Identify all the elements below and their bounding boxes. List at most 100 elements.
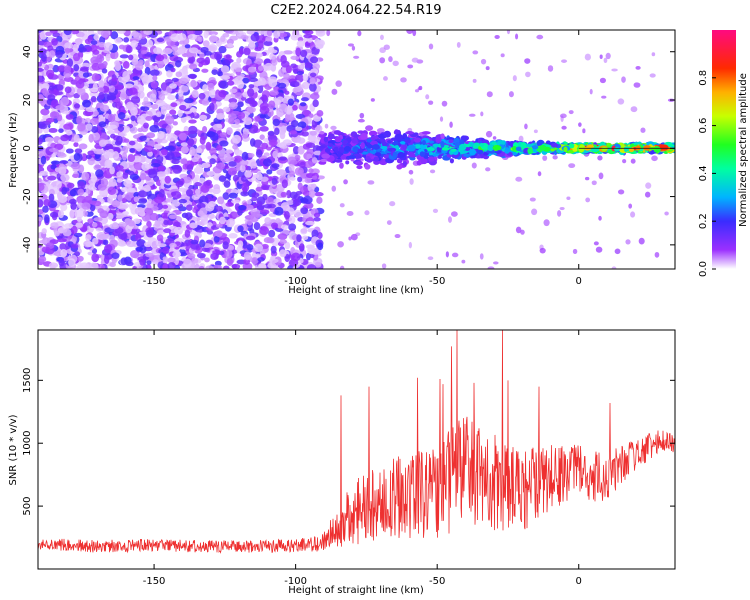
heatmap-cell <box>200 46 209 53</box>
heatmap-cell <box>105 53 111 62</box>
heatmap-cell <box>207 44 218 52</box>
heatmap-cell <box>202 246 210 253</box>
heatmap-cell <box>178 77 189 85</box>
heatmap-cell <box>116 171 123 178</box>
heatmap-cell <box>172 121 178 126</box>
heatmap-cell <box>250 213 259 223</box>
heatmap-cell <box>87 157 95 166</box>
heatmap-cell <box>177 49 184 55</box>
heatmap-cell <box>309 56 319 64</box>
heatmap-cell <box>300 228 308 234</box>
heatmap-cell <box>268 100 276 109</box>
heatmap-cell <box>194 188 201 195</box>
heatmap-cell <box>357 118 365 123</box>
heatmap-cell <box>383 44 390 50</box>
heatmap-cell <box>48 148 59 153</box>
heatmap-cell <box>420 157 428 165</box>
heatmap-cell <box>331 88 338 95</box>
heatmap-cell <box>127 220 135 227</box>
heatmap-cell <box>58 258 65 267</box>
heatmap-cell <box>630 211 636 218</box>
heatmap-cell <box>44 214 50 224</box>
heatmap-cell <box>167 262 176 269</box>
heatmap-cell <box>561 125 567 130</box>
heatmap-cell <box>216 205 223 213</box>
heatmap-cell <box>165 78 173 84</box>
heatmap-cell <box>239 160 249 166</box>
heatmap-cell <box>48 128 58 133</box>
heatmap-cell <box>38 199 44 208</box>
heatmap-cell <box>107 212 114 220</box>
heatmap-cell <box>137 90 145 99</box>
heatmap-cell <box>115 101 123 109</box>
heatmap-cell <box>439 116 444 122</box>
heatmap-cell <box>210 252 219 261</box>
heatmap-cell <box>85 106 96 112</box>
heatmap-cell <box>170 67 176 73</box>
heatmap-cell <box>288 170 295 178</box>
heatmap-cell <box>595 246 603 253</box>
heatmap-cell <box>69 209 75 219</box>
heatmap-cell <box>219 132 228 138</box>
heatmap-cell <box>268 229 276 238</box>
heatmap-cell <box>77 123 86 132</box>
heatmap-cell <box>199 136 206 145</box>
heatmap-cell <box>110 31 119 40</box>
heatmap-cell <box>260 209 270 215</box>
heatmap-cell <box>393 140 399 146</box>
heatmap-cell <box>257 65 264 71</box>
heatmap-cell <box>296 40 305 48</box>
heatmap-cell <box>160 148 168 156</box>
heatmap-cell <box>427 256 434 261</box>
heatmap-cell <box>187 33 197 40</box>
heatmap-cell <box>222 59 231 67</box>
heatmap-cell <box>279 239 287 244</box>
heatmap-cell <box>222 33 230 38</box>
heatmap-cell <box>74 251 81 257</box>
heatmap-cell <box>76 86 86 96</box>
heatmap-cell <box>101 68 108 74</box>
heatmap-cell <box>148 169 158 179</box>
heatmap-cell <box>289 81 300 88</box>
heatmap-cell <box>638 237 645 245</box>
heatmap-cell <box>208 89 217 99</box>
heatmap-cell <box>314 192 324 197</box>
heatmap-cell <box>87 150 96 156</box>
heatmap-cell <box>611 266 617 269</box>
heatmap-cell <box>191 257 199 264</box>
heatmap-cell <box>421 131 431 135</box>
heatmap-cell <box>64 86 72 94</box>
heatmap-cell <box>114 212 125 219</box>
heatmap-cell <box>411 57 419 63</box>
heatmap-cell <box>274 206 284 216</box>
heatmap-cell <box>240 190 249 197</box>
heatmap-cell <box>93 34 100 41</box>
heatmap-cell <box>54 167 60 173</box>
heatmap-cell <box>116 178 123 183</box>
heatmap-cell <box>90 40 98 45</box>
heatmap-cell <box>561 59 568 63</box>
heatmap-cell <box>90 87 98 93</box>
heatmap-cell <box>157 130 165 140</box>
heatmap-cell <box>145 252 154 258</box>
heatmap-cell <box>150 185 158 190</box>
heatmap-cell <box>111 257 118 264</box>
heatmap-cell <box>289 176 296 181</box>
heatmap-cell <box>118 222 127 227</box>
heatmap-cell <box>156 234 164 242</box>
heatmap-cell <box>299 161 306 169</box>
heatmap-cell <box>141 101 151 107</box>
heatmap-cell <box>296 70 304 76</box>
heatmap-cell <box>306 148 315 155</box>
heatmap-cell <box>48 193 55 202</box>
heatmap-cell <box>277 233 288 240</box>
heatmap-cell <box>75 222 84 228</box>
heatmap-cell <box>164 115 175 125</box>
heatmap-cell <box>39 123 47 130</box>
heatmap-cell <box>272 118 280 127</box>
heatmap-cell <box>117 204 128 210</box>
heatmap-cell <box>529 197 536 202</box>
heatmap-cell <box>115 135 123 145</box>
heatmap-cell <box>330 125 337 131</box>
heatmap-cell <box>219 216 226 225</box>
